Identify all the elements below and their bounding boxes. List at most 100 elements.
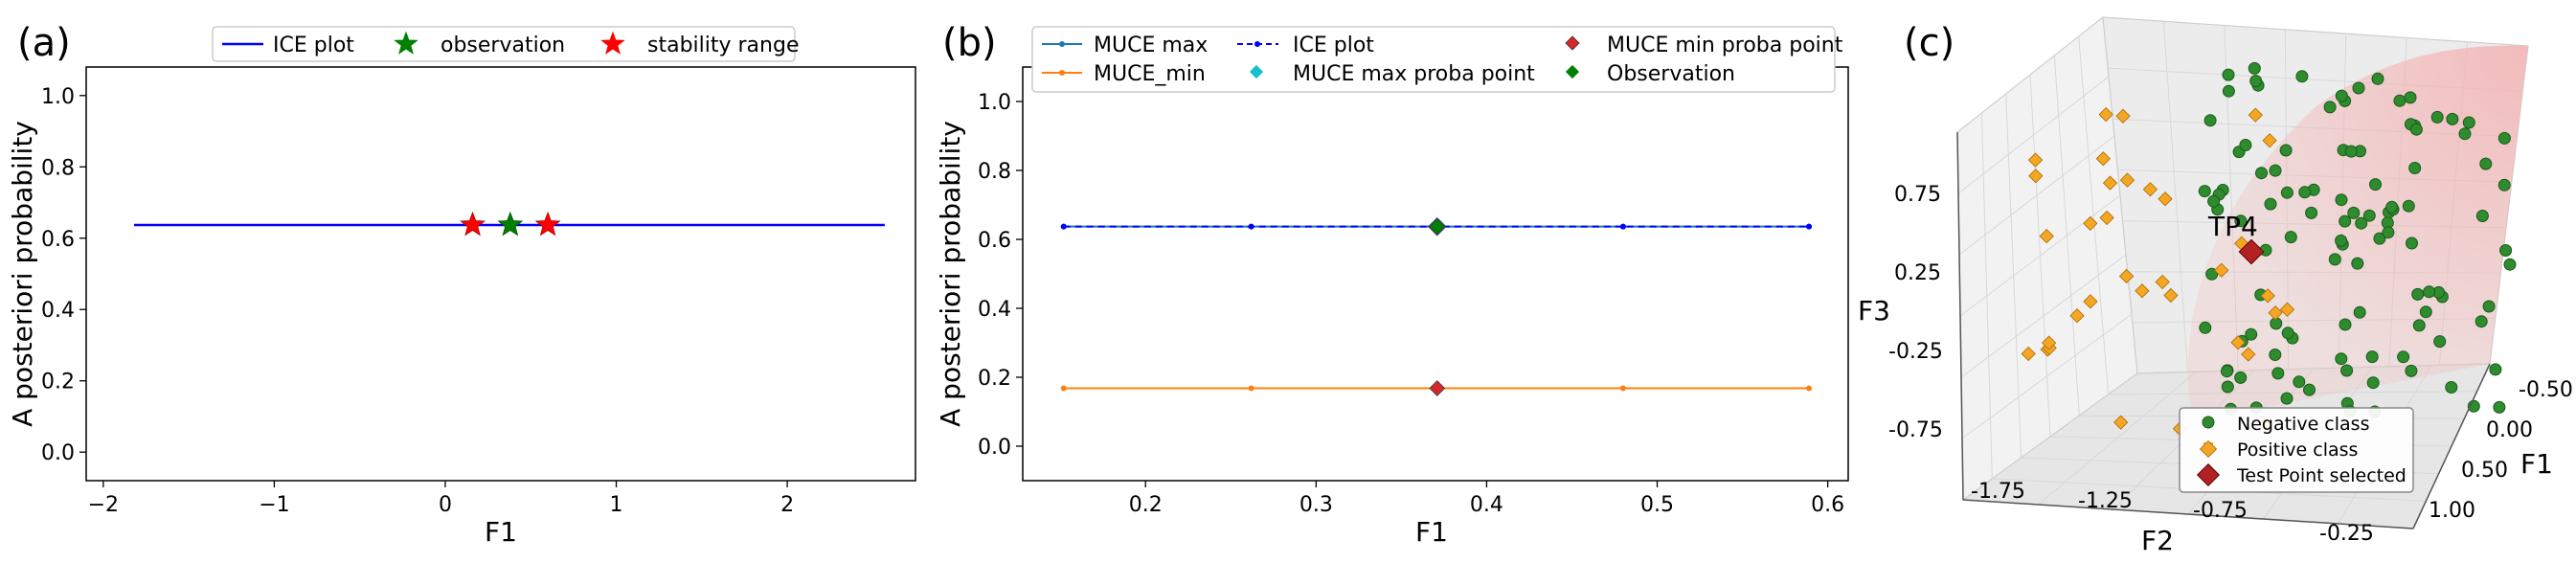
negative-class-point bbox=[2369, 178, 2382, 191]
positive-class-point bbox=[2102, 175, 2118, 191]
positive-class-point bbox=[2158, 191, 2173, 207]
positive-class-point bbox=[2027, 152, 2044, 168]
negative-class-point bbox=[2479, 157, 2493, 170]
negative-class-point bbox=[2412, 319, 2426, 332]
legend-label-stability: stability range bbox=[647, 34, 799, 57]
negative-class-point bbox=[2433, 335, 2447, 349]
negative-class-point bbox=[2293, 375, 2306, 389]
f2-tick-3: -0.25 bbox=[2319, 522, 2374, 546]
positive-class-point bbox=[2041, 335, 2057, 350]
negative-class-point bbox=[2303, 383, 2316, 396]
legend-plus-positive-shape bbox=[2199, 439, 2218, 459]
panel-a-ytick-label: 0.2 bbox=[41, 371, 75, 394]
negative-class-point bbox=[2239, 139, 2252, 151]
panel-b-ytick-label: 0.4 bbox=[978, 298, 1011, 322]
negative-class-point bbox=[2419, 305, 2432, 319]
legend-diamond-test-point bbox=[2196, 462, 2221, 487]
positive-class-point bbox=[2021, 346, 2036, 362]
negative-class-point bbox=[2271, 367, 2285, 380]
positive-class-point bbox=[2039, 228, 2054, 244]
panel-b-marks bbox=[1060, 216, 1813, 396]
panel-a-ytick-label: 0.0 bbox=[41, 441, 75, 465]
negative-class-point bbox=[2270, 317, 2283, 330]
negative-class-point bbox=[2353, 305, 2366, 319]
negative-class-point bbox=[2295, 70, 2309, 83]
panel-b-axes-frame bbox=[1022, 66, 1849, 482]
negative-class-point bbox=[2446, 112, 2459, 125]
negative-class-point bbox=[2423, 285, 2436, 299]
muce-min-point bbox=[1619, 385, 1626, 392]
legend-label-positive: Positive class bbox=[2237, 439, 2358, 461]
negative-class-point bbox=[2222, 84, 2235, 98]
legend-diamond-min-point bbox=[1565, 35, 1580, 51]
negative-class-point bbox=[2408, 162, 2422, 174]
legend-diamond-max-point bbox=[1249, 64, 1264, 79]
negative-class-point bbox=[2366, 376, 2380, 390]
negative-class-point bbox=[2355, 216, 2368, 230]
negative-class-point bbox=[2234, 214, 2248, 228]
panel-b-xtick-label: 0.4 bbox=[1470, 493, 1503, 517]
negative-class-point bbox=[2404, 91, 2417, 104]
legend-label-muce-min: MUCE_min bbox=[1094, 62, 1206, 86]
panel-b-legend: MUCE max MUCE_min ICE plot MUCE max prob… bbox=[1031, 26, 1843, 93]
f2-tick-1: -1.25 bbox=[2078, 489, 2133, 513]
negative-class-point bbox=[2385, 200, 2399, 214]
negative-class-point bbox=[2340, 364, 2354, 377]
f1-tick-1: 0.00 bbox=[2486, 418, 2533, 442]
legend-label-max-point: MUCE max proba point bbox=[1293, 62, 1535, 86]
panel-a-xtick-label: 2 bbox=[780, 493, 794, 517]
positive-class-point bbox=[2135, 283, 2150, 299]
negative-class-point bbox=[2382, 226, 2395, 239]
negative-class-point bbox=[2497, 178, 2511, 191]
negative-class-point bbox=[2221, 380, 2234, 394]
f3-axis-label: F3 bbox=[1858, 295, 1890, 327]
negative-class-point bbox=[2503, 258, 2517, 271]
legend-dot-muce-min bbox=[1059, 70, 1065, 76]
panel-b-legend-frame bbox=[1031, 26, 1836, 93]
negative-class-point bbox=[2335, 193, 2348, 207]
panel-c-legend-frame bbox=[2179, 407, 2414, 493]
positive-class-point bbox=[2028, 169, 2044, 184]
negative-class-point bbox=[2198, 185, 2211, 198]
legend-label-observation-b: Observation bbox=[1607, 62, 1735, 86]
panel-a-marks bbox=[133, 211, 885, 236]
positive-class-point bbox=[2095, 151, 2111, 167]
f2-axis-line bbox=[1962, 499, 2414, 529]
negative-class-point bbox=[2323, 101, 2337, 114]
f1-tick-3: 1.00 bbox=[2429, 499, 2475, 523]
negative-class-point bbox=[2298, 186, 2312, 199]
panel-a-ytick-label: 0.6 bbox=[41, 228, 75, 252]
positive-class-point bbox=[2083, 215, 2098, 232]
panel-b-ytick-label: 0.6 bbox=[978, 229, 1011, 253]
legend-label-min-point: MUCE min proba point bbox=[1607, 34, 1843, 57]
negative-class-point bbox=[2305, 206, 2318, 219]
negative-class-point bbox=[2362, 209, 2376, 222]
negative-class-point bbox=[2248, 61, 2261, 75]
positive-class-point bbox=[2118, 268, 2135, 284]
panel-a-y-ticks: 0.0 0.2 0.4 0.6 0.8 1.0 bbox=[41, 85, 86, 465]
negative-class-point bbox=[2280, 392, 2294, 405]
positive-class-point bbox=[2083, 294, 2098, 309]
negative-class-point bbox=[2497, 131, 2511, 145]
legend-label-muce-max: MUCE max bbox=[1094, 34, 1208, 57]
panel-c: (c) 0.75 0.25 -0.25 -0.75 -1.75 -1.25 -0… bbox=[1858, 15, 2573, 556]
f1-axis-label: F1 bbox=[2520, 448, 2553, 480]
panel-a-ytick-label: 0.8 bbox=[41, 156, 75, 180]
negative-class-point bbox=[2405, 364, 2418, 377]
panel-a-ytick-label: 1.0 bbox=[41, 85, 75, 109]
ice-plot-b-point bbox=[1248, 223, 1254, 230]
positive-class-point bbox=[2248, 107, 2263, 123]
f1-axis-line bbox=[2412, 363, 2491, 529]
panel-b-y-ticks: 0.0 0.2 0.4 0.6 0.8 1.0 bbox=[978, 91, 1023, 460]
panel-b-ytick-label: 0.0 bbox=[978, 436, 1011, 460]
panel-b-xtick-label: 0.5 bbox=[1640, 493, 1674, 517]
legend-star-stability bbox=[600, 31, 625, 55]
panel-a-legend: ICE plot observation stability range bbox=[212, 26, 799, 62]
positive-class-point bbox=[2260, 288, 2275, 304]
f3-tick-0: 0.75 bbox=[1894, 183, 1941, 207]
f1-tick-2: 0.50 bbox=[2461, 459, 2508, 483]
legend-label-ice: ICE plot bbox=[273, 34, 354, 57]
positive-class-point bbox=[2155, 274, 2170, 290]
negative-class-point bbox=[2339, 318, 2352, 331]
panel-a-axes-frame bbox=[85, 66, 916, 482]
